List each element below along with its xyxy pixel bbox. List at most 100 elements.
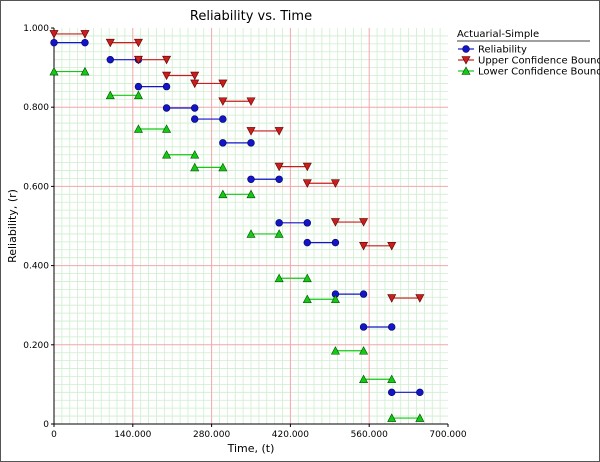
series-lower-confidence-bounds — [49, 66, 425, 422]
data-point — [387, 374, 397, 384]
data-point — [218, 97, 228, 106]
data-point — [274, 273, 284, 283]
data-point — [218, 79, 228, 89]
data-point — [133, 38, 143, 48]
data-point — [190, 162, 200, 172]
legend-marker — [461, 66, 471, 75]
data-point — [49, 30, 59, 39]
data-point — [275, 219, 283, 227]
data-point — [330, 179, 340, 188]
data-point — [302, 162, 312, 172]
gridlines — [54, 28, 448, 424]
data-point — [247, 139, 255, 147]
x-axis-label: Time, (t) — [227, 442, 275, 455]
data-point — [247, 175, 255, 183]
data-point — [246, 127, 256, 136]
data-point — [274, 229, 284, 238]
y-tick-label: 0.400 — [23, 262, 49, 272]
data-point — [133, 55, 143, 65]
y-tick-label: 1.000 — [23, 24, 49, 34]
data-point — [162, 82, 171, 91]
data-point — [190, 150, 200, 159]
x-tick-label: 420.000 — [272, 430, 309, 440]
legend-item: Lower Confidence Bounds — [458, 66, 600, 78]
data-point — [387, 413, 397, 422]
chart-title: Reliability vs. Time — [190, 9, 312, 24]
y-tick-label: 0.800 — [23, 103, 49, 113]
data-point — [50, 38, 58, 47]
y-axis-label: Reliability, (r) — [6, 189, 19, 263]
data-point — [219, 115, 227, 123]
x-tick-label: 280.000 — [193, 430, 230, 440]
data-point — [275, 175, 283, 183]
data-point — [162, 124, 172, 133]
legend-label: Reliability — [478, 45, 527, 56]
data-point — [415, 294, 425, 303]
data-point — [303, 238, 311, 247]
data-point — [331, 238, 340, 247]
data-point — [219, 139, 227, 147]
data-point — [105, 90, 115, 100]
data-point — [134, 82, 143, 91]
legend-title: Actuarial-Simple — [457, 29, 539, 40]
y-tick-label: 0 — [43, 420, 49, 430]
data-point — [387, 294, 397, 303]
legend-item: Upper Confidence Bounds — [458, 56, 600, 67]
data-point — [81, 38, 89, 47]
series-reliability — [50, 38, 424, 397]
data-point — [80, 66, 90, 76]
data-point — [80, 30, 90, 39]
data-point — [190, 79, 200, 89]
legend-label: Upper Confidence Bounds — [478, 56, 600, 67]
data-point — [415, 413, 425, 422]
data-point — [302, 294, 312, 304]
y-tick-label: 0.200 — [23, 341, 49, 351]
legend-marker — [461, 56, 471, 65]
data-point — [218, 189, 228, 199]
data-point — [330, 346, 340, 355]
legend-item: Reliability — [458, 45, 527, 56]
data-point — [191, 104, 199, 112]
data-point — [106, 55, 114, 64]
data-point — [105, 38, 115, 48]
data-point — [330, 218, 340, 227]
data-point — [274, 127, 284, 136]
data-point — [359, 242, 369, 251]
data-point — [246, 189, 256, 199]
data-point — [302, 273, 312, 283]
data-point — [162, 71, 172, 81]
x-tick-label: 700.000 — [429, 430, 466, 440]
data-point — [190, 71, 200, 81]
data-point — [162, 104, 171, 112]
legend-label: Lower Confidence Bounds — [478, 67, 600, 78]
x-tick-label: 560.000 — [351, 430, 388, 440]
data-point — [359, 218, 369, 227]
x-tick-label: 0 — [51, 430, 57, 440]
data-point — [246, 229, 256, 238]
data-point — [133, 124, 143, 133]
data-point — [49, 66, 59, 76]
data-point — [416, 388, 424, 397]
y-tick-label: 0.600 — [23, 182, 49, 192]
data-point — [191, 115, 199, 123]
data-point — [218, 162, 228, 172]
data-point — [303, 219, 311, 227]
series-upper-confidence-bounds — [49, 30, 425, 303]
data-point — [359, 346, 369, 355]
data-point — [274, 162, 284, 172]
data-point — [162, 55, 172, 65]
data-point — [302, 179, 312, 188]
x-tick-label: 140.000 — [114, 430, 151, 440]
data-point — [359, 323, 368, 331]
data-point — [162, 150, 172, 159]
data-point — [388, 388, 396, 397]
data-point — [387, 242, 397, 251]
legend-marker — [462, 45, 470, 53]
data-point — [133, 90, 143, 100]
data-point — [246, 97, 256, 106]
data-point — [330, 294, 340, 304]
data-point — [388, 323, 396, 331]
data-point — [359, 374, 369, 384]
